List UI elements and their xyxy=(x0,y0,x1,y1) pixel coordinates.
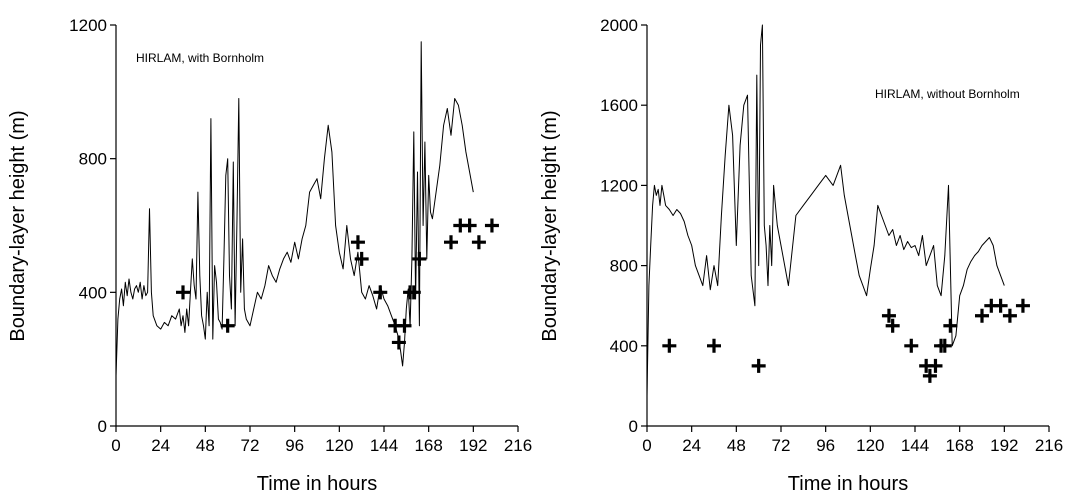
observation-plus-marker xyxy=(1002,308,1017,323)
chart-panel-1: 0 400 800 1200 0 24 48 72 96 120 144 168 192 216 Time … xyxy=(7,16,532,495)
chart-annotation: HIRLAM, without Bornholm xyxy=(875,87,1020,101)
observation-plus-marker xyxy=(444,235,458,250)
x-tick-label: 120 xyxy=(325,436,353,455)
model-line-series xyxy=(115,41,474,376)
observation-plus-marker xyxy=(471,235,486,250)
x-tick-label: 192 xyxy=(459,436,487,455)
chart-annotation: HIRLAM, with Bornholm xyxy=(136,51,264,65)
observation-plus-marker xyxy=(881,308,896,323)
observation-plus-marker xyxy=(993,298,1008,313)
x-tick-label: 24 xyxy=(682,436,701,455)
y-tick-label: 800 xyxy=(610,257,638,276)
observation-plus-marker xyxy=(391,335,406,350)
x-tick-label: 192 xyxy=(990,436,1018,455)
observation-plus-marker xyxy=(928,358,943,373)
observation-plus-marker xyxy=(885,318,900,333)
observation-plus-marker xyxy=(904,338,919,353)
x-tick-label: 72 xyxy=(772,436,791,455)
observation-plus-marker xyxy=(975,308,989,323)
y-tick-label: 0 xyxy=(98,417,107,436)
observation-plus-marker xyxy=(922,368,937,383)
observation-plus-marker xyxy=(354,251,369,266)
x-axis-title: Time in hours xyxy=(788,473,908,495)
x-tick-label: 24 xyxy=(151,436,170,455)
x-tick-label: 0 xyxy=(111,436,120,455)
x-tick-label: 168 xyxy=(414,436,442,455)
chart-panel-2: 0 400 800 1200 1600 2000 0 24 48 72 96 120 144 168 192… xyxy=(539,16,1063,495)
observation-plus-marker xyxy=(350,235,365,250)
x-tick-label: 216 xyxy=(1035,436,1063,455)
y-axis-title: Boundary-layer height (m) xyxy=(539,110,561,341)
observation-plus-marker xyxy=(943,318,958,333)
x-tick-label: 120 xyxy=(856,436,884,455)
x-tick-label: 96 xyxy=(285,436,304,455)
observation-plus-marker xyxy=(373,285,388,300)
y-tick-label: 0 xyxy=(629,417,638,436)
observation-plus-marker xyxy=(462,218,477,233)
x-tick-label: 144 xyxy=(370,436,398,455)
observation-plus-marker xyxy=(1015,298,1030,313)
observation-plus-marker xyxy=(406,285,421,300)
x-axis-title: Time in hours xyxy=(257,473,377,495)
x-tick-label: 144 xyxy=(901,436,929,455)
x-tick-label: 168 xyxy=(945,436,973,455)
y-tick-label: 400 xyxy=(79,283,107,302)
y-tick-label: 1200 xyxy=(600,176,638,195)
observation-plus-marker xyxy=(707,338,721,353)
observation-plus-marker xyxy=(412,251,427,266)
x-tick-label: 216 xyxy=(504,436,532,455)
model-line-series xyxy=(646,24,1005,396)
x-tick-label: 48 xyxy=(727,436,746,455)
observation-plus-marker xyxy=(176,285,190,300)
x-tick-label: 72 xyxy=(241,436,260,455)
observation-plus-marker xyxy=(220,318,235,333)
observation-plus-marker xyxy=(397,318,412,333)
observation-plus-marker xyxy=(662,338,677,353)
observation-plus-marker xyxy=(751,358,766,373)
y-tick-label: 1600 xyxy=(600,96,638,115)
x-tick-label: 48 xyxy=(196,436,215,455)
x-tick-label: 0 xyxy=(642,436,651,455)
x-tick-label: 96 xyxy=(816,436,835,455)
y-tick-label: 2000 xyxy=(600,16,638,35)
y-axis-title: Boundary-layer height (m) xyxy=(7,110,29,341)
y-tick-label: 400 xyxy=(610,337,638,356)
observation-plus-marker xyxy=(937,338,952,353)
y-tick-label: 800 xyxy=(79,150,107,169)
observation-plus-marker xyxy=(484,218,499,233)
y-tick-label: 1200 xyxy=(69,16,107,35)
